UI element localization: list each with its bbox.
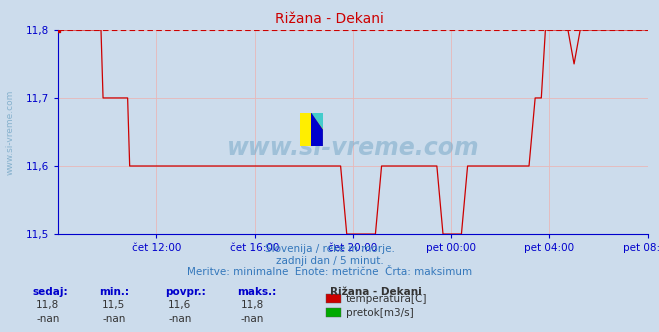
Text: 11,6: 11,6 — [168, 300, 191, 310]
Text: maks.:: maks.: — [237, 287, 277, 297]
Text: Rižana - Dekani: Rižana - Dekani — [275, 12, 384, 26]
Text: Slovenija / reke in morje.: Slovenija / reke in morje. — [264, 244, 395, 254]
Text: sedaj:: sedaj: — [33, 287, 69, 297]
Text: www.si-vreme.com: www.si-vreme.com — [227, 136, 479, 160]
Text: -nan: -nan — [36, 314, 59, 324]
Text: 11,8: 11,8 — [241, 300, 264, 310]
Text: www.si-vreme.com: www.si-vreme.com — [5, 90, 14, 176]
Text: Rižana - Dekani: Rižana - Dekani — [330, 287, 421, 297]
Polygon shape — [312, 113, 323, 129]
Polygon shape — [300, 113, 312, 146]
Text: pretok[m3/s]: pretok[m3/s] — [346, 308, 414, 318]
Text: Meritve: minimalne  Enote: metrične  Črta: maksimum: Meritve: minimalne Enote: metrične Črta:… — [187, 267, 472, 277]
Text: temperatura[C]: temperatura[C] — [346, 294, 428, 304]
Text: -nan: -nan — [102, 314, 125, 324]
Polygon shape — [300, 113, 323, 146]
Text: -nan: -nan — [168, 314, 191, 324]
Text: 11,8: 11,8 — [36, 300, 59, 310]
Text: 11,5: 11,5 — [102, 300, 125, 310]
Text: povpr.:: povpr.: — [165, 287, 206, 297]
Polygon shape — [300, 113, 323, 146]
Text: min.:: min.: — [99, 287, 129, 297]
Text: zadnji dan / 5 minut.: zadnji dan / 5 minut. — [275, 256, 384, 266]
Text: -nan: -nan — [241, 314, 264, 324]
